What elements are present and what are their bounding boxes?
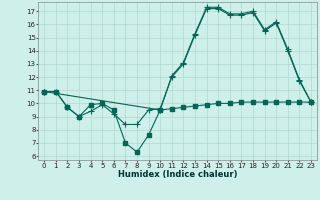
X-axis label: Humidex (Indice chaleur): Humidex (Indice chaleur) bbox=[118, 170, 237, 179]
